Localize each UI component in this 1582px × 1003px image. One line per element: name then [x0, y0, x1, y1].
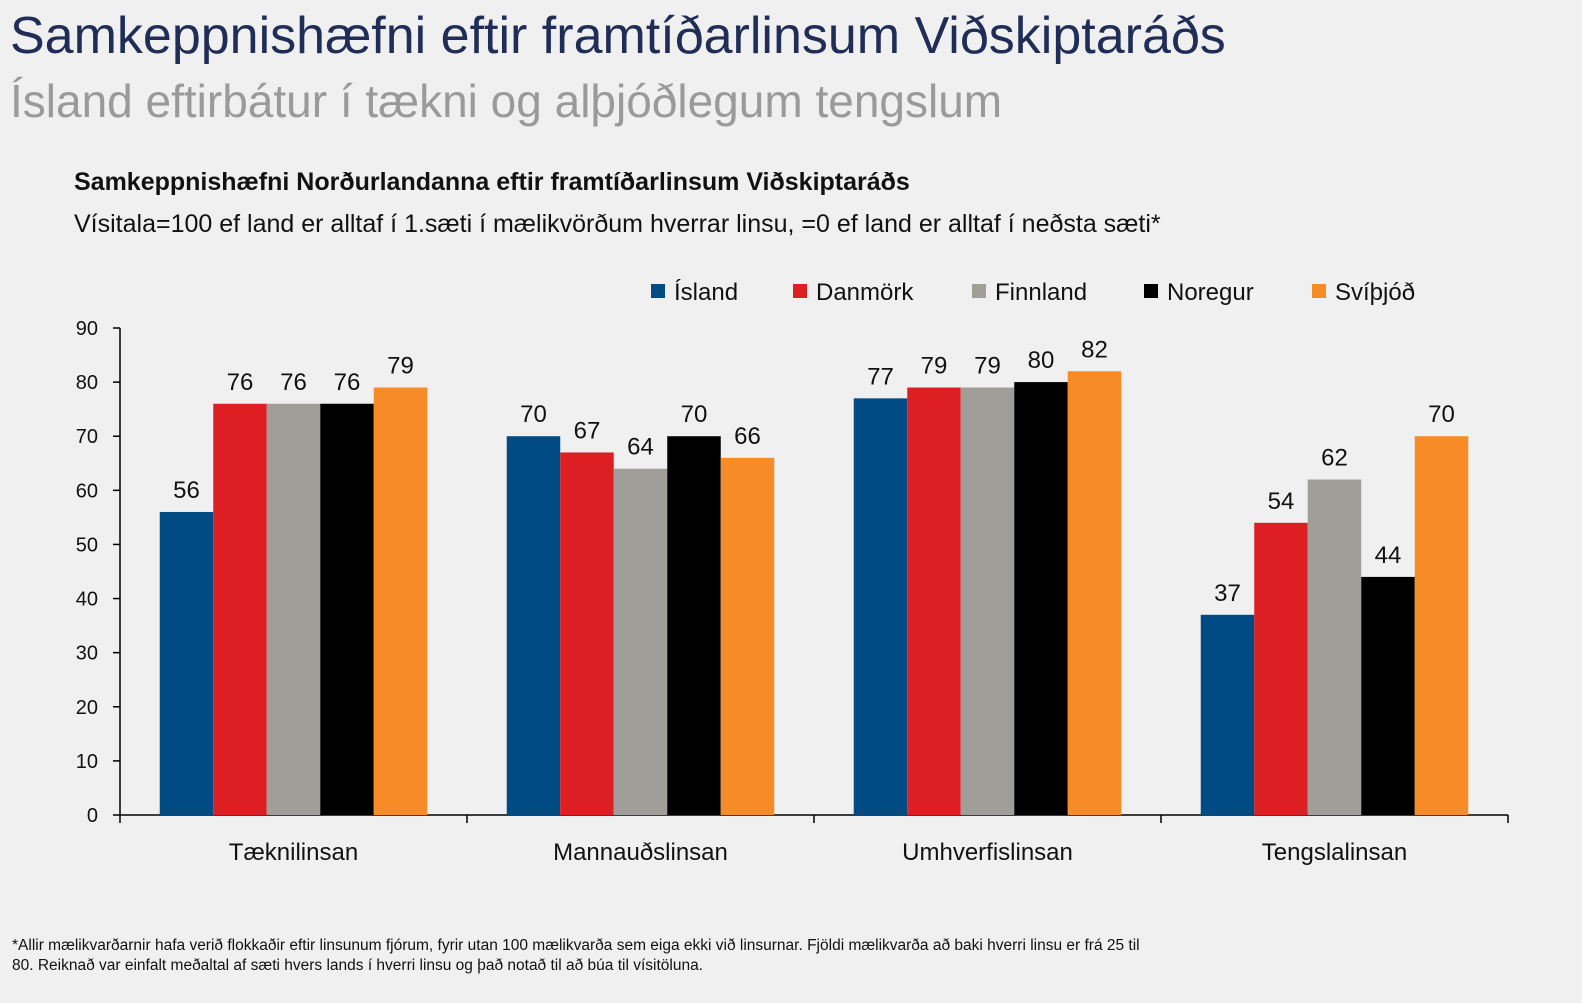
- slide-title: Samkeppnishæfni eftir framtíðarlinsum Vi…: [10, 7, 1226, 65]
- data-label: 70: [1428, 401, 1455, 428]
- data-label: 56: [173, 477, 200, 504]
- slide-subtitle: Ísland eftirbátur í tækni og alþjóðlegum…: [10, 75, 1003, 127]
- legend-swatch: [1144, 284, 1158, 298]
- data-label: 62: [1321, 445, 1348, 472]
- bar-group: 37 54 62 44 70: [1200, 401, 1469, 815]
- legend-label: Noregur: [1167, 279, 1254, 306]
- data-label: 76: [227, 369, 254, 396]
- x-tick-label: Tengslalinsan: [1262, 839, 1407, 866]
- data-label: 76: [334, 369, 361, 396]
- bar: [1414, 436, 1469, 815]
- legend-swatch: [1312, 284, 1326, 298]
- data-label: 54: [1268, 488, 1295, 515]
- bar-group: 77 79 79 80 82: [853, 336, 1122, 815]
- y-tick-label: 60: [76, 480, 98, 502]
- legend-swatch: [651, 284, 665, 298]
- legend-item: Ísland: [651, 279, 738, 306]
- bar: [506, 436, 561, 815]
- bar: [1067, 371, 1122, 815]
- data-label: 37: [1214, 580, 1241, 607]
- bar: [373, 387, 428, 815]
- bar: [720, 457, 775, 815]
- data-label: 66: [734, 423, 761, 450]
- bar: [960, 387, 1015, 815]
- x-axis: Tæknilinsan Mannauðslinsan Umhverfislinsan…: [119, 814, 1509, 866]
- footnote-line-1: *Allir mælikvarðarnir hafa verið flokkað…: [12, 937, 1140, 954]
- bar: [560, 452, 614, 815]
- legend-swatch: [793, 284, 807, 298]
- data-label: 76: [280, 369, 307, 396]
- legend-item: Noregur: [1144, 279, 1254, 306]
- legend-label: Finnland: [995, 279, 1087, 306]
- data-label: 77: [867, 363, 894, 390]
- data-label: 79: [921, 353, 948, 380]
- data-label: 64: [627, 434, 654, 461]
- bar: [320, 403, 374, 815]
- bar: [667, 436, 721, 815]
- legend-swatch: [972, 284, 986, 298]
- legend-label: Svíþjóð: [1335, 279, 1415, 306]
- bar: [1014, 382, 1068, 815]
- bar: [613, 468, 668, 815]
- y-axis: 0 10 20 30 40 50 60 70 80 90: [76, 318, 121, 827]
- footnote: *Allir mælikvarðarnir hafa verið flokkað…: [12, 936, 1362, 976]
- y-tick-label: 40: [76, 589, 98, 611]
- bar-group: 70 67 64 70 66: [506, 401, 775, 815]
- y-tick-label: 50: [76, 534, 98, 556]
- bar: [1200, 614, 1255, 815]
- x-tick-label: Umhverfislinsan: [902, 839, 1073, 866]
- bar: [1361, 576, 1415, 815]
- bar: [1254, 522, 1308, 815]
- data-label: 44: [1375, 542, 1402, 569]
- bar: [1307, 479, 1362, 815]
- data-label: 82: [1081, 336, 1108, 363]
- footnote-line-2: 80. Reiknað var einfalt meðaltal af sæti…: [12, 957, 703, 974]
- legend-label: Danmörk: [816, 279, 914, 306]
- chart-legend: Ísland Danmörk Finnland Noregur Svíþjóð: [651, 279, 1415, 306]
- data-label: 70: [520, 401, 547, 428]
- legend-item: Finnland: [972, 279, 1087, 306]
- y-tick-label: 0: [87, 805, 98, 827]
- x-tick-label: Mannauðslinsan: [553, 839, 728, 866]
- data-label: 80: [1028, 347, 1055, 374]
- legend-item: Danmörk: [793, 279, 914, 306]
- chart-subtitle: Vísitala=100 ef land er alltaf í 1.sæti …: [74, 210, 1161, 238]
- y-tick-label: 80: [76, 372, 98, 394]
- bar: [907, 387, 961, 815]
- bar: [853, 398, 908, 815]
- bar-group: 56 76 76 76 79: [159, 353, 428, 815]
- y-tick-label: 20: [76, 697, 98, 719]
- data-label: 79: [387, 353, 414, 380]
- legend-item: Svíþjóð: [1312, 279, 1415, 306]
- data-label: 67: [574, 417, 601, 444]
- y-tick-label: 10: [76, 751, 98, 773]
- bar-groups: 56 76 76 76 79 70 67 64 70 66 77 79 79 80 82 37 54 62 44 70: [159, 336, 1469, 815]
- data-label: 70: [681, 401, 708, 428]
- bar: [266, 403, 321, 815]
- legend-label: Ísland: [674, 279, 738, 306]
- bar: [213, 403, 267, 815]
- data-label: 79: [974, 353, 1001, 380]
- y-tick-label: 90: [76, 318, 98, 340]
- chart-title: Samkeppnishæfni Norðurlandanna eftir fra…: [74, 168, 910, 196]
- y-tick-label: 30: [76, 643, 98, 665]
- x-tick-label: Tæknilinsan: [229, 839, 358, 866]
- bar: [159, 511, 214, 815]
- y-tick-label: 70: [76, 426, 98, 448]
